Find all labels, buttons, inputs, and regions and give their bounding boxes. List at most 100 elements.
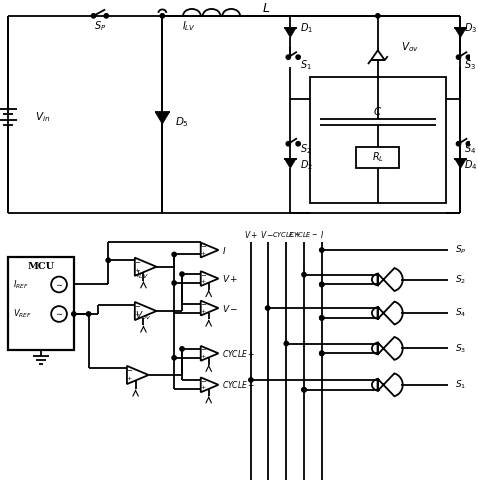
- Text: $V-$: $V-$: [261, 229, 275, 240]
- Text: $I_{LV}$: $I_{LV}$: [182, 19, 196, 33]
- Circle shape: [456, 55, 461, 59]
- Polygon shape: [372, 268, 403, 291]
- Text: $I$: $I$: [222, 244, 227, 256]
- Text: −: −: [134, 260, 140, 266]
- Text: −: −: [200, 347, 206, 354]
- Polygon shape: [284, 158, 296, 169]
- Polygon shape: [371, 50, 385, 60]
- Text: $\sim$: $\sim$: [54, 310, 64, 318]
- Text: +: +: [200, 279, 206, 284]
- Text: $R_L$: $R_L$: [372, 150, 384, 165]
- Text: $D_4$: $D_4$: [465, 158, 478, 172]
- Circle shape: [87, 312, 91, 316]
- Circle shape: [320, 316, 324, 320]
- Text: $D_2$: $D_2$: [300, 158, 313, 172]
- Bar: [310, 77, 446, 203]
- Text: $V_{in}$: $V_{in}$: [35, 110, 51, 124]
- Text: $I$: $I$: [320, 229, 324, 240]
- Circle shape: [286, 55, 291, 59]
- Text: $S_3$: $S_3$: [455, 342, 466, 355]
- Polygon shape: [284, 28, 296, 37]
- Polygon shape: [135, 258, 156, 276]
- Text: −: −: [200, 244, 206, 250]
- Text: $S_2$: $S_2$: [455, 273, 466, 286]
- Circle shape: [104, 14, 109, 18]
- Circle shape: [160, 14, 164, 18]
- Bar: [356, 147, 400, 169]
- Text: $S_1$: $S_1$: [455, 378, 466, 391]
- Polygon shape: [201, 300, 218, 316]
- Circle shape: [302, 388, 306, 392]
- Text: +: +: [200, 354, 206, 359]
- Text: $L$: $L$: [261, 2, 270, 16]
- Polygon shape: [455, 158, 467, 169]
- Text: −: −: [126, 368, 132, 375]
- Circle shape: [466, 55, 470, 59]
- Circle shape: [172, 252, 176, 257]
- Circle shape: [72, 312, 76, 316]
- Circle shape: [320, 248, 324, 252]
- Text: $CYCLE+$: $CYCLE+$: [222, 348, 256, 359]
- Circle shape: [320, 351, 324, 356]
- Text: $S_2$: $S_2$: [300, 142, 312, 155]
- Text: $V+$: $V+$: [222, 273, 239, 284]
- Bar: [8, 257, 74, 350]
- Polygon shape: [372, 337, 403, 360]
- Circle shape: [51, 306, 67, 322]
- Text: $CYCLE-$: $CYCLE-$: [222, 379, 256, 390]
- Text: $I_{LV}$: $I_{LV}$: [136, 268, 149, 281]
- Circle shape: [376, 14, 380, 18]
- Text: $\sim$: $\sim$: [54, 281, 64, 288]
- Text: $S_P$: $S_P$: [455, 244, 466, 256]
- Text: $S_4$: $S_4$: [465, 142, 477, 155]
- Text: −: −: [200, 302, 206, 308]
- Polygon shape: [201, 377, 218, 392]
- Circle shape: [284, 341, 289, 346]
- Text: +: +: [134, 268, 140, 273]
- Text: $S_4$: $S_4$: [455, 307, 466, 319]
- Text: −: −: [200, 273, 206, 279]
- Text: +: +: [134, 312, 140, 317]
- Circle shape: [320, 282, 324, 287]
- Text: $V+$: $V+$: [244, 229, 258, 240]
- Text: $D_3$: $D_3$: [465, 21, 478, 35]
- Polygon shape: [372, 374, 403, 396]
- Circle shape: [172, 281, 176, 285]
- Circle shape: [456, 142, 461, 146]
- Circle shape: [286, 142, 291, 146]
- Circle shape: [320, 316, 324, 320]
- Text: −: −: [134, 304, 140, 310]
- Text: +: +: [126, 376, 131, 381]
- Text: +: +: [200, 309, 206, 314]
- Text: $V_{ov}$: $V_{ov}$: [135, 310, 151, 322]
- Text: $CYCLE+$: $CYCLE+$: [272, 230, 301, 239]
- Text: $V_{ov}$: $V_{ov}$: [402, 40, 419, 54]
- Text: −: −: [200, 379, 206, 385]
- Text: $S_1$: $S_1$: [300, 58, 312, 72]
- Text: +: +: [200, 385, 206, 391]
- Text: $D_5$: $D_5$: [175, 115, 189, 129]
- Circle shape: [51, 277, 67, 292]
- Text: $D_1$: $D_1$: [300, 21, 313, 35]
- Circle shape: [296, 142, 300, 146]
- Circle shape: [320, 351, 324, 356]
- Text: $I_{REF}$: $I_{REF}$: [13, 278, 29, 291]
- Text: $S_3$: $S_3$: [465, 58, 477, 72]
- Polygon shape: [155, 112, 169, 124]
- Circle shape: [180, 272, 184, 276]
- Circle shape: [91, 14, 96, 18]
- Circle shape: [302, 388, 306, 392]
- Polygon shape: [201, 271, 218, 286]
- Polygon shape: [455, 28, 467, 37]
- Polygon shape: [127, 366, 149, 384]
- Text: +: +: [200, 250, 206, 256]
- Circle shape: [320, 282, 324, 287]
- Circle shape: [302, 272, 306, 277]
- Circle shape: [466, 142, 470, 146]
- Text: $V_{REF}$: $V_{REF}$: [13, 308, 32, 320]
- Polygon shape: [135, 302, 156, 320]
- Text: $CYCLE-$: $CYCLE-$: [289, 230, 319, 239]
- Circle shape: [106, 258, 110, 262]
- Text: MCU: MCU: [27, 262, 54, 271]
- Polygon shape: [372, 301, 403, 324]
